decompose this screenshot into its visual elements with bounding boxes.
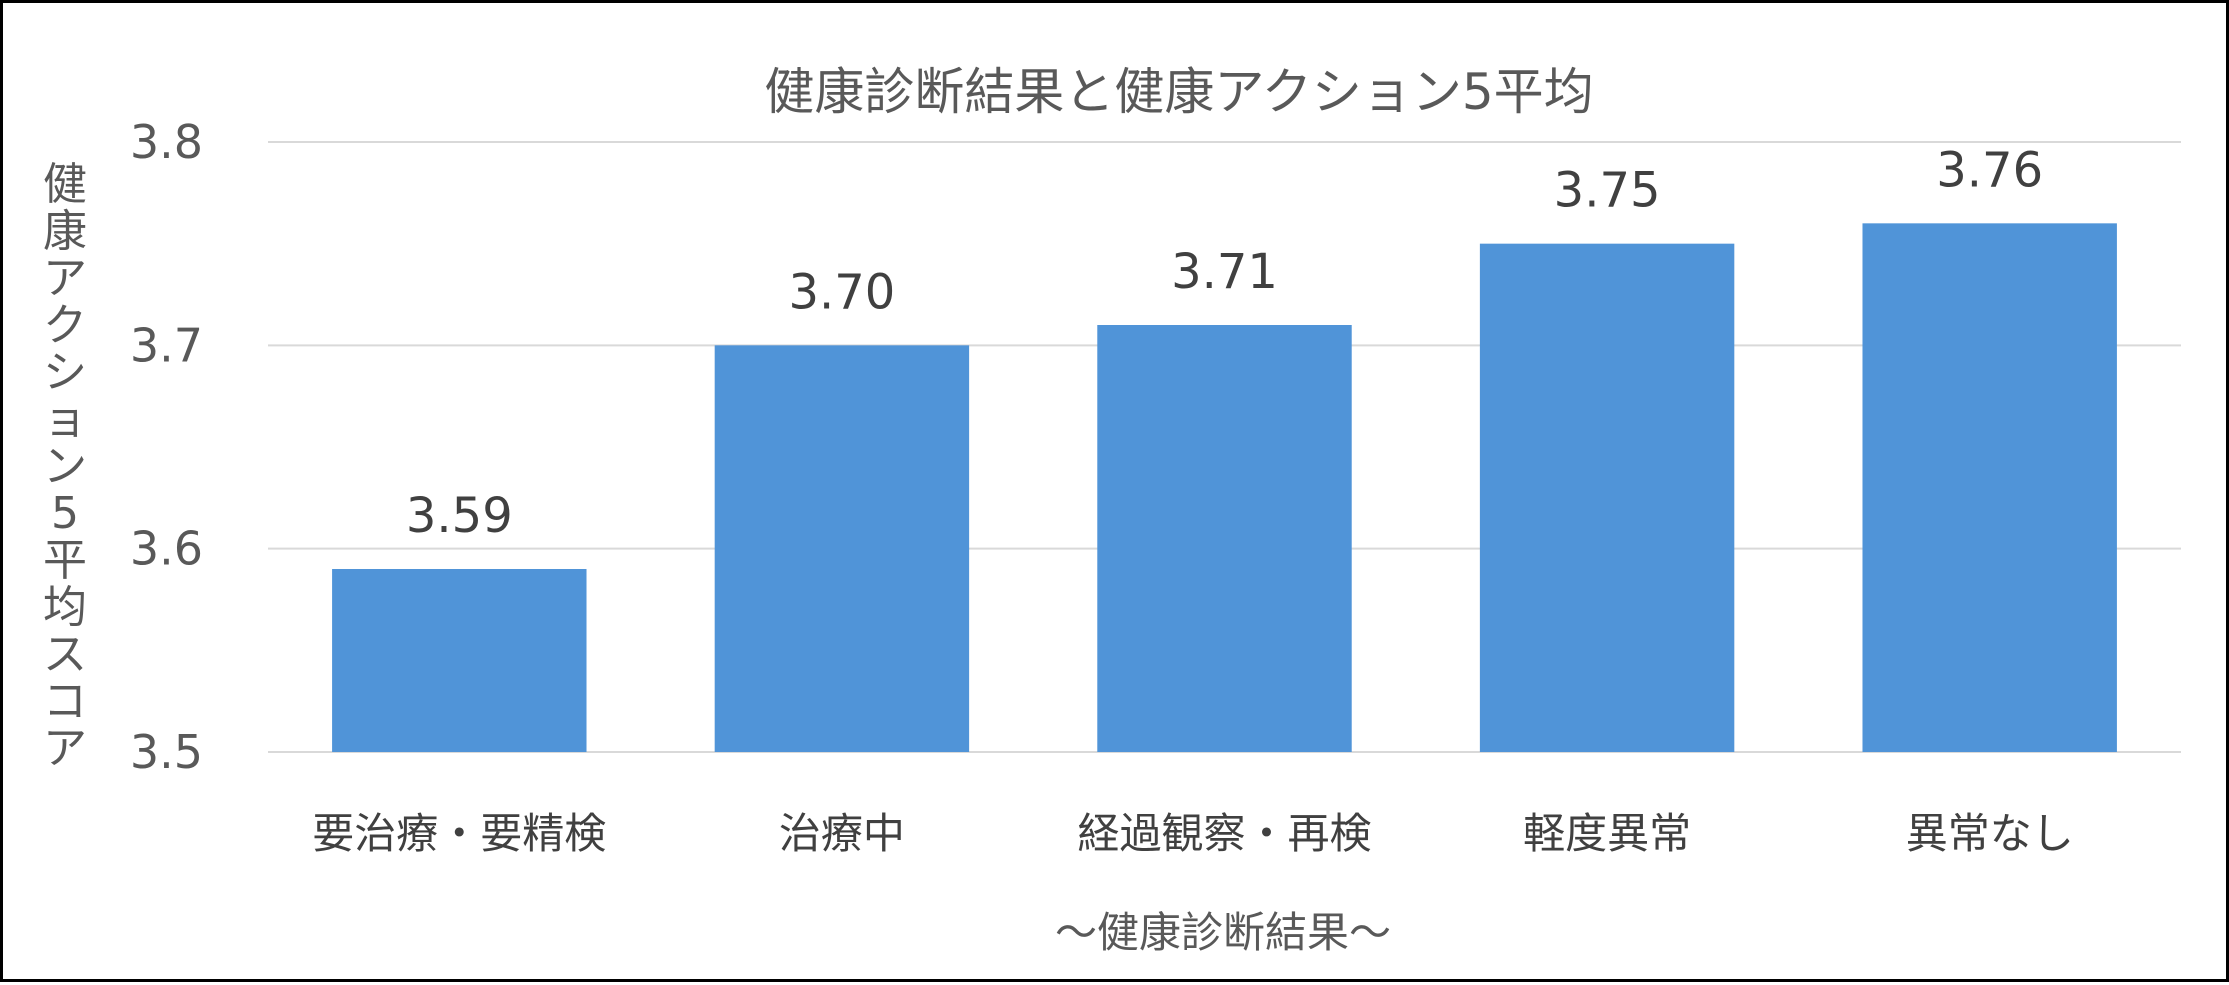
- bar-chart: 健康診断結果と健康アクション5平均 3.53.63.73.8 3.593.70 3…: [43, 63, 2181, 957]
- category-label: 異常なし: [1906, 809, 2074, 858]
- bar: [1097, 325, 1352, 752]
- data-label: 3.71: [1171, 244, 1278, 300]
- category-label: 軽度異常: [1523, 809, 1691, 858]
- bar: [332, 569, 587, 752]
- chart-title: 健康診断結果と健康アクション5平均: [764, 63, 1593, 121]
- bars: [332, 223, 2117, 753]
- bar: [1862, 223, 2117, 753]
- y-tick-label: 3.6: [130, 522, 203, 576]
- category-label: 要治療・要精検: [312, 809, 606, 858]
- y-axis-ticks: 3.5 3.6 3.7 3.8: [130, 115, 203, 779]
- y-tick-label: 3.8: [130, 115, 203, 169]
- data-label: 3.59: [406, 488, 513, 544]
- y-axis-title: 健康アクション 5 平均スコア: [43, 159, 87, 774]
- y-tick-label: 3.7: [130, 318, 203, 372]
- y-tick-label: 3.5: [130, 725, 203, 779]
- x-axis-title: ～健康診断結果～: [1055, 908, 1391, 957]
- data-label: 3.76: [1936, 142, 2043, 198]
- data-label: 3.75: [1554, 163, 1661, 219]
- bar: [1479, 243, 1735, 752]
- category-label: 経過観察・再検: [1077, 809, 1371, 858]
- category-labels: 要治療・要精検 治療中 経過観察・再検 軽度異常 異常なし: [312, 809, 2073, 858]
- category-label: 治療中: [779, 809, 905, 858]
- data-label: 3.70: [788, 264, 895, 320]
- bar: [714, 345, 970, 752]
- data-labels: 3.59 3.70 3.71 3.75 3.76: [406, 142, 2043, 544]
